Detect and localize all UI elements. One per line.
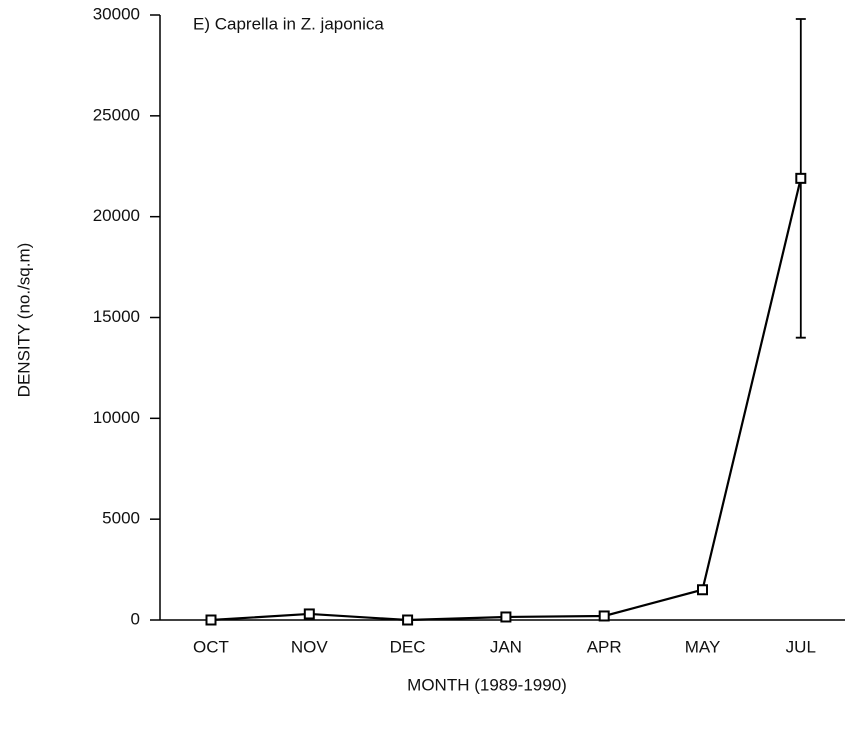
- x-tick-label: APR: [587, 637, 622, 656]
- data-point: [303, 608, 315, 620]
- y-tick-label: 10000: [93, 408, 140, 427]
- y-tick-label: 5000: [102, 509, 140, 528]
- x-tick-label: MAY: [685, 637, 721, 656]
- y-tick-label: 0: [131, 609, 140, 628]
- chart-title: E) Caprella in Z. japonica: [193, 14, 384, 33]
- y-axis-label: DENSITY (no./sq.m): [14, 243, 33, 398]
- y-tick-label: 25000: [93, 105, 140, 124]
- data-point: [598, 610, 610, 622]
- x-tick-label: NOV: [291, 637, 329, 656]
- y-tick-label: 20000: [93, 206, 140, 225]
- x-tick-label: JAN: [490, 637, 522, 656]
- x-tick-label: JUL: [786, 637, 816, 656]
- data-point: [500, 611, 512, 623]
- data-point: [205, 614, 217, 626]
- y-tick-label: 15000: [93, 307, 140, 326]
- y-tick-label: 30000: [93, 4, 140, 23]
- x-tick-label: DEC: [390, 637, 426, 656]
- x-axis-label: MONTH (1989-1990): [407, 675, 567, 694]
- x-tick-label: OCT: [193, 637, 229, 656]
- data-point: [697, 584, 708, 596]
- data-line: [210, 178, 802, 622]
- data-point: [795, 172, 807, 184]
- data-point: [402, 614, 414, 626]
